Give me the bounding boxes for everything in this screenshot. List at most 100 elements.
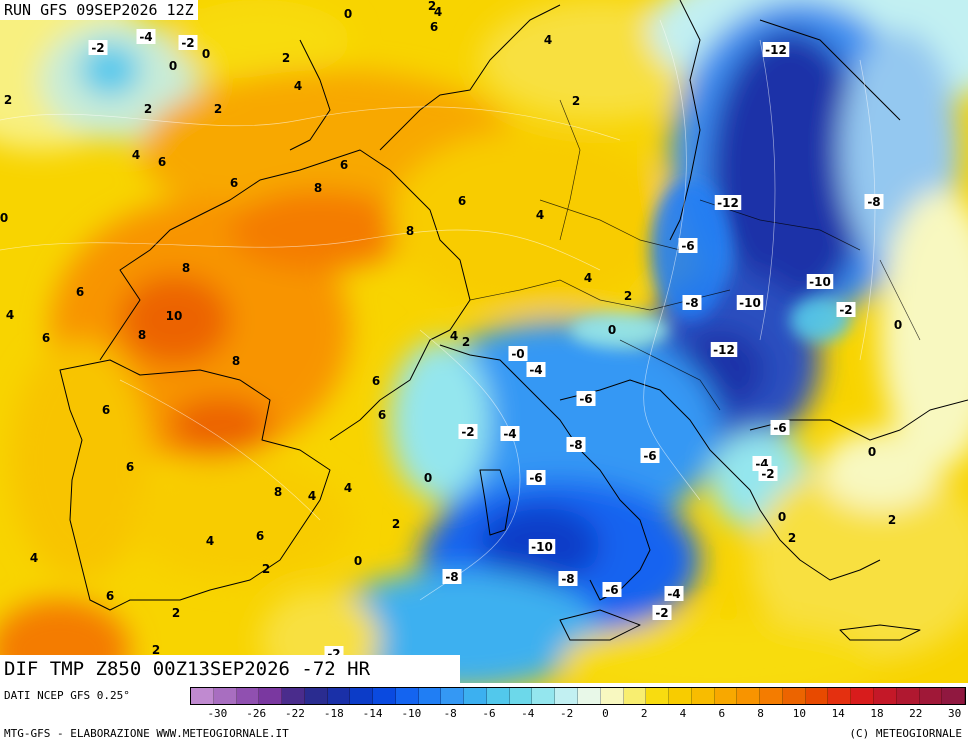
svg-text:-10: -10 — [739, 296, 761, 310]
contour-label: -4 — [526, 362, 546, 377]
contour-label: 4 — [30, 551, 38, 565]
svg-text:0: 0 — [608, 323, 616, 337]
contour-label: 4 — [6, 308, 14, 322]
legend-swatch — [919, 688, 943, 704]
legend-swatch — [555, 688, 579, 704]
svg-text:0: 0 — [0, 211, 8, 225]
svg-text:0: 0 — [424, 471, 432, 485]
contour-label: 4 — [132, 148, 140, 162]
contour-label: 0 — [608, 323, 616, 337]
coastlines — [59, 0, 968, 641]
contour-label: 6 — [76, 285, 84, 299]
svg-text:-4: -4 — [139, 30, 152, 44]
contour-label: -2 — [88, 40, 108, 55]
svg-text:-10: -10 — [809, 275, 831, 289]
legend-tick-label: -18 — [323, 707, 344, 720]
contour-label: 2 — [262, 562, 270, 576]
svg-text:-2: -2 — [839, 303, 852, 317]
contour-label: 6 — [430, 20, 438, 34]
svg-text:8: 8 — [406, 224, 414, 238]
svg-text:4: 4 — [294, 79, 302, 93]
legend-swatch — [737, 688, 761, 704]
contour-label: -2 — [458, 424, 478, 439]
svg-text:6: 6 — [372, 374, 380, 388]
legend-tick-label: -30 — [207, 707, 228, 720]
svg-text:6: 6 — [340, 158, 348, 172]
contour-label: 2 — [172, 606, 180, 620]
legend-swatch — [350, 688, 374, 704]
legend-swatch — [942, 688, 966, 704]
svg-text:-8: -8 — [569, 438, 582, 452]
svg-text:-2: -2 — [761, 467, 774, 481]
svg-text:0: 0 — [894, 318, 902, 332]
svg-text:4: 4 — [544, 33, 552, 47]
svg-text:-2: -2 — [91, 41, 104, 55]
legend-swatch — [282, 688, 305, 704]
contour-label: 2 — [888, 513, 896, 527]
svg-text:2: 2 — [788, 531, 796, 545]
contour-label: 6 — [102, 403, 110, 417]
contour-label: 4 — [450, 329, 458, 343]
contour-label: 0 — [354, 554, 362, 568]
legend-tick-label: -26 — [246, 707, 267, 720]
source-label: DATI NCEP GFS 0.25° — [4, 689, 130, 702]
svg-text:4: 4 — [206, 534, 214, 548]
svg-text:2: 2 — [428, 0, 436, 13]
svg-text:4: 4 — [308, 489, 316, 503]
svg-text:6: 6 — [458, 194, 466, 208]
svg-text:0: 0 — [868, 445, 876, 459]
legend-tick-labels: -30 -26 -22 -18 -14 -10 -8 -6 -4 -2 0 2 4 6 8 10 14 18 22 3… — [190, 707, 966, 723]
contour-label: 4 — [206, 534, 214, 548]
color-legend — [190, 687, 966, 705]
contour-label: -6 — [640, 448, 660, 463]
contour-label: 8 — [232, 354, 240, 368]
legend-tick-label: 4 — [679, 707, 687, 720]
svg-text:6: 6 — [230, 176, 238, 190]
svg-text:2: 2 — [214, 102, 222, 116]
contour-label: -2 — [652, 605, 672, 620]
legend-tick-label: 22 — [909, 707, 923, 720]
contour-label: 6 — [378, 408, 386, 422]
legend-swatch — [191, 688, 214, 704]
legend-swatch — [327, 688, 351, 704]
legend-swatch — [236, 688, 260, 704]
svg-text:6: 6 — [430, 20, 438, 34]
contour-label: 2 — [462, 335, 470, 349]
credits-left: MTG-GFS - ELABORAZIONE WWW.METEOGIORNALE… — [4, 727, 289, 740]
svg-text:-8: -8 — [685, 296, 698, 310]
contour-label: 2 — [788, 531, 796, 545]
contour-label: 6 — [158, 155, 166, 169]
svg-text:-6: -6 — [773, 421, 786, 435]
contour-label: -8 — [558, 571, 578, 586]
legend-swatch — [760, 688, 783, 704]
contour-label: 4 — [294, 79, 302, 93]
legend-tick-label: 30 — [947, 707, 962, 720]
contour-label: -10 — [806, 274, 834, 289]
contour-label: 4 — [308, 489, 316, 503]
contour-label: 0 — [202, 47, 210, 61]
legend-swatch — [304, 688, 328, 704]
contour-label: -6 — [526, 470, 546, 485]
contour-label: -2 — [836, 302, 856, 317]
svg-text:-2: -2 — [461, 425, 474, 439]
svg-text:8: 8 — [232, 354, 240, 368]
svg-text:-10: -10 — [531, 540, 553, 554]
svg-text:-6: -6 — [605, 583, 618, 597]
run-title: RUN GFS 09SEP2026 12Z — [0, 0, 198, 20]
legend-tick-label: -2 — [559, 707, 574, 720]
contour-label: -12 — [714, 195, 742, 210]
contour-label: -4 — [500, 426, 520, 441]
contour-label: 6 — [106, 589, 114, 603]
contour-label: 8 — [138, 328, 146, 342]
legend-swatch — [259, 688, 283, 704]
contour-label: -8 — [566, 437, 586, 452]
svg-text:-2: -2 — [181, 36, 194, 50]
legend-tick-label: 2 — [640, 707, 648, 720]
contour-label: 2 — [572, 94, 580, 108]
isotherms — [0, 19, 876, 601]
svg-text:4: 4 — [450, 329, 458, 343]
legend-tick-label: -10 — [401, 707, 422, 720]
svg-text:6: 6 — [378, 408, 386, 422]
legend-swatch — [600, 688, 624, 704]
